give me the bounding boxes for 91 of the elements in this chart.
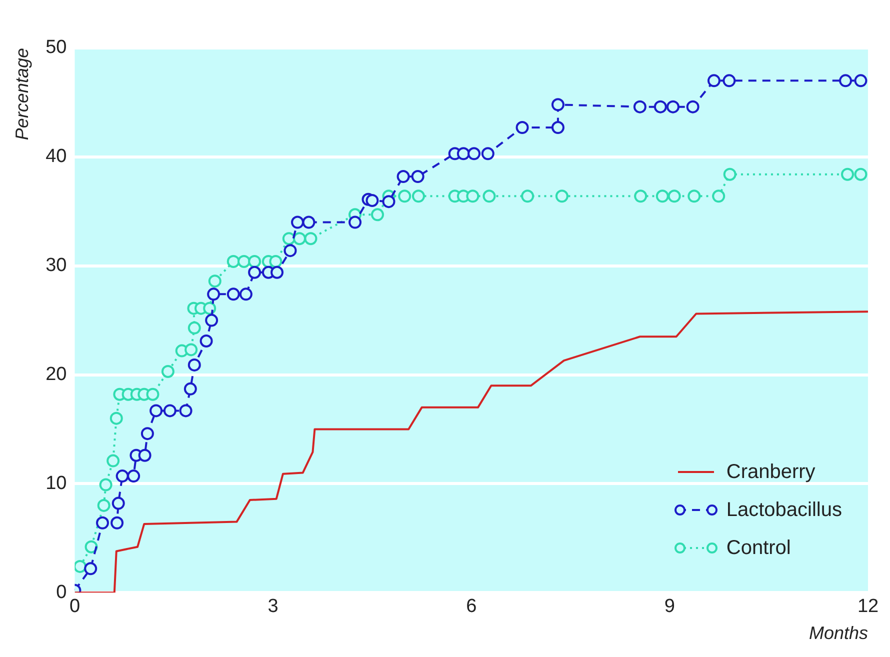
point [270,266,284,279]
y-tick-label: 20 [46,364,67,385]
x-tick-label: 3 [268,596,278,618]
point [854,74,868,88]
point [207,288,220,301]
point [84,562,98,576]
legend-label: Lactobacillus [726,498,842,523]
point [110,516,124,530]
point [456,147,470,160]
point [99,478,112,492]
point [106,454,120,468]
point [292,232,306,246]
point [239,288,252,301]
legend-label: Cranberry [726,460,816,485]
point [248,254,262,268]
point [140,427,154,440]
y-tick-label: 50 [46,37,67,58]
point [634,190,648,203]
point [516,121,529,134]
point [110,412,123,425]
point [656,190,669,203]
point [370,208,384,222]
y-axis-title: Percentage [12,48,32,140]
point [97,498,110,512]
x-axis-title: Months [808,623,868,644]
point [396,170,410,184]
point [521,190,534,203]
point [839,74,852,88]
point [482,190,496,203]
x-tick-label: 12 [857,596,879,618]
point [248,266,262,279]
point [146,388,160,401]
point [633,100,646,114]
point [348,216,362,229]
point [284,244,297,258]
point [304,232,318,246]
point [84,540,98,554]
y-tick-label: 30 [46,255,67,276]
point [555,190,568,203]
point [666,100,680,114]
y-tick-label: 40 [46,146,67,168]
point [411,170,424,184]
point [116,470,129,483]
point [188,358,201,372]
point [723,168,736,181]
point [291,216,304,229]
point [112,496,125,510]
point [654,100,667,114]
legend-label: Control [726,536,791,561]
point [150,404,163,418]
point [138,448,152,462]
y-tick-label: 0 [56,582,67,603]
point [412,190,425,203]
point [551,98,564,112]
point [468,147,481,160]
point [668,190,681,203]
point [74,560,87,573]
point [302,216,316,229]
point [551,121,564,134]
point [203,302,216,315]
x-tick-label: 0 [69,596,80,618]
point [481,147,494,160]
point [200,334,213,348]
point [366,194,379,207]
point [466,190,480,203]
point [226,288,240,301]
point [188,321,201,334]
y-tick-label: 10 [46,472,67,494]
point [269,254,282,268]
point [712,190,726,203]
point [127,470,140,483]
point [688,190,701,203]
x-tick-label: 6 [466,596,477,618]
point [184,343,198,356]
point [161,364,174,378]
point [96,516,109,530]
point [854,168,868,181]
point [184,382,197,396]
point [686,100,700,114]
point [841,168,854,181]
point [163,404,176,418]
point [226,254,240,268]
point [205,314,218,327]
point [179,404,192,418]
point [722,74,736,88]
point [208,274,222,288]
x-tick-label: 9 [664,596,675,618]
point [398,190,412,203]
point [382,195,396,208]
point [237,254,250,268]
point [707,74,720,88]
